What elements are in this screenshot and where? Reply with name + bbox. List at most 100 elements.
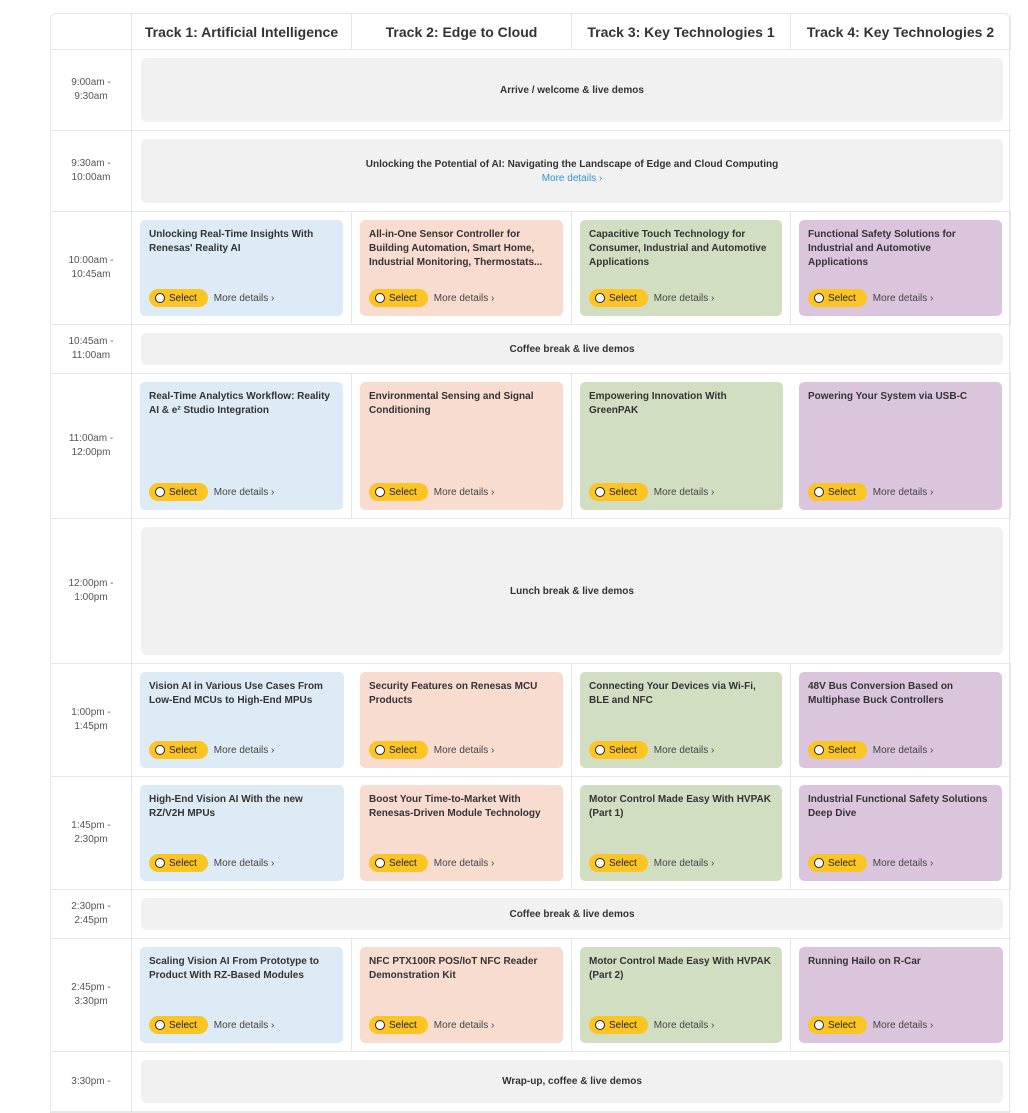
session-card: Environmental Sensing and Signal Conditi… <box>360 382 563 510</box>
session-card: Powering Your System via USB-C Select More… <box>799 382 1002 510</box>
select-label: Select <box>828 486 856 498</box>
select-label: Select <box>609 857 637 869</box>
more-details-link[interactable]: More details › <box>872 744 934 756</box>
more-details-link[interactable]: More details › <box>872 857 934 869</box>
session-cell: Real-Time Analytics Workflow: Reality AI… <box>132 374 352 519</box>
select-button[interactable]: Select <box>808 741 867 759</box>
more-details-link[interactable]: More details › <box>433 857 495 869</box>
break-block: Wrap-up, coffee & live demos <box>141 1060 1003 1103</box>
break-title: Coffee break & live demos <box>509 343 635 355</box>
session-actions: Select More details › <box>369 1016 554 1034</box>
time-slot: 11:00am - 12:00pm <box>51 374 132 519</box>
select-label: Select <box>169 1019 197 1031</box>
break-row: Unlocking the Potential of AI: Navigatin… <box>132 131 1011 212</box>
select-label: Select <box>828 1019 856 1031</box>
radio-circle-icon <box>814 858 824 868</box>
select-button[interactable]: Select <box>369 483 428 501</box>
track-header-4: Track 4: Key Technologies 2 <box>791 14 1011 50</box>
select-button[interactable]: Select <box>369 854 428 872</box>
more-details-link[interactable]: More details › <box>433 486 495 498</box>
radio-circle-icon <box>595 293 605 303</box>
time-slot: 10:45am - 11:00am <box>51 325 132 374</box>
header-corner <box>51 14 132 50</box>
session-title: Motor Control Made Easy With HVPAK (Part… <box>589 794 771 819</box>
session-card: Vision AI in Various Use Cases From Low-… <box>140 672 344 768</box>
select-button[interactable]: Select <box>589 854 648 872</box>
more-details-link[interactable]: More details › <box>213 744 275 756</box>
select-button[interactable]: Select <box>808 289 867 307</box>
select-button[interactable]: Select <box>589 741 648 759</box>
session-actions: Select More details › <box>149 854 335 872</box>
more-details-link[interactable]: More details › <box>653 292 715 304</box>
select-button[interactable]: Select <box>589 289 648 307</box>
select-button[interactable]: Select <box>369 1016 428 1034</box>
select-button[interactable]: Select <box>808 483 867 501</box>
select-button[interactable]: Select <box>808 854 867 872</box>
select-button[interactable]: Select <box>149 741 208 759</box>
session-cell: High-End Vision AI With the new RZ/V2H M… <box>132 777 352 890</box>
more-details-link[interactable]: More details › <box>872 486 934 498</box>
radio-circle-icon <box>595 487 605 497</box>
break-block: Coffee break & live demos <box>141 333 1003 365</box>
more-details-link[interactable]: More details › <box>872 292 934 304</box>
select-button[interactable]: Select <box>149 289 208 307</box>
radio-circle-icon <box>155 293 165 303</box>
select-button[interactable]: Select <box>149 483 208 501</box>
session-cell: 48V Bus Conversion Based on Multiphase B… <box>791 664 1011 777</box>
time-slot: 3:30pm - <box>51 1052 132 1112</box>
session-cell: Boost Your Time-to-Market With Renesas-D… <box>352 777 572 890</box>
session-card: All-in-One Sensor Controller for Buildin… <box>360 220 563 316</box>
session-actions: Select More details › <box>589 1016 773 1034</box>
session-title: Capacitive Touch Technology for Consumer… <box>589 229 767 268</box>
break-row: Lunch break & live demos <box>132 519 1011 664</box>
session-cell: Motor Control Made Easy With HVPAK (Part… <box>572 939 791 1052</box>
more-details-link[interactable]: More details › <box>653 486 715 498</box>
session-actions: Select More details › <box>808 741 993 759</box>
select-button[interactable]: Select <box>589 483 648 501</box>
select-label: Select <box>169 486 197 498</box>
more-details-link[interactable]: More details › <box>433 744 495 756</box>
select-button[interactable]: Select <box>369 741 428 759</box>
session-cell: Capacitive Touch Technology for Consumer… <box>572 212 791 325</box>
radio-circle-icon <box>375 487 385 497</box>
more-details-link[interactable]: More details › <box>872 1019 934 1031</box>
session-actions: Select More details › <box>149 483 334 501</box>
session-title: Connecting Your Devices via Wi-Fi, BLE a… <box>589 681 756 706</box>
session-cell: Security Features on Renesas MCU Product… <box>352 664 572 777</box>
select-button[interactable]: Select <box>149 854 208 872</box>
radio-circle-icon <box>155 858 165 868</box>
session-title: Environmental Sensing and Signal Conditi… <box>369 391 534 416</box>
select-button[interactable]: Select <box>808 1016 867 1034</box>
more-details-link[interactable]: More details › <box>213 486 275 498</box>
session-cell: NFC PTX100R POS/IoT NFC Reader Demonstra… <box>352 939 572 1052</box>
select-button[interactable]: Select <box>149 1016 208 1034</box>
session-title: Real-Time Analytics Workflow: Reality AI… <box>149 391 330 416</box>
break-title: Lunch break & live demos <box>510 585 634 597</box>
more-details-link[interactable]: More details › <box>433 1019 495 1031</box>
select-button[interactable]: Select <box>589 1016 648 1034</box>
select-button[interactable]: Select <box>369 289 428 307</box>
session-card: Boost Your Time-to-Market With Renesas-D… <box>360 785 563 881</box>
more-details-link[interactable]: More details › <box>653 1019 715 1031</box>
more-details-link[interactable]: More details › <box>213 292 275 304</box>
more-details-link[interactable]: More details › <box>213 857 275 869</box>
session-actions: Select More details › <box>808 854 993 872</box>
session-title: Unlocking Real-Time Insights With Renesa… <box>149 229 314 254</box>
break-title: Unlocking the Potential of AI: Navigatin… <box>365 158 779 170</box>
radio-circle-icon <box>814 1020 824 1030</box>
break-row: Coffee break & live demos <box>132 325 1011 374</box>
more-details-link[interactable]: More details › <box>541 172 603 184</box>
radio-circle-icon <box>375 293 385 303</box>
session-card: Connecting Your Devices via Wi-Fi, BLE a… <box>580 672 782 768</box>
more-details-link[interactable]: More details › <box>213 1019 275 1031</box>
session-title: NFC PTX100R POS/IoT NFC Reader Demonstra… <box>369 956 538 981</box>
more-details-link[interactable]: More details › <box>653 744 715 756</box>
session-title: Motor Control Made Easy With HVPAK (Part… <box>589 956 771 981</box>
radio-circle-icon <box>595 858 605 868</box>
agenda-grid: Track 1: Artificial Intelligence Track 2… <box>50 13 1011 1113</box>
more-details-link[interactable]: More details › <box>433 292 495 304</box>
radio-circle-icon <box>375 745 385 755</box>
session-card: NFC PTX100R POS/IoT NFC Reader Demonstra… <box>360 947 563 1043</box>
more-details-link[interactable]: More details › <box>653 857 715 869</box>
select-label: Select <box>609 744 637 756</box>
